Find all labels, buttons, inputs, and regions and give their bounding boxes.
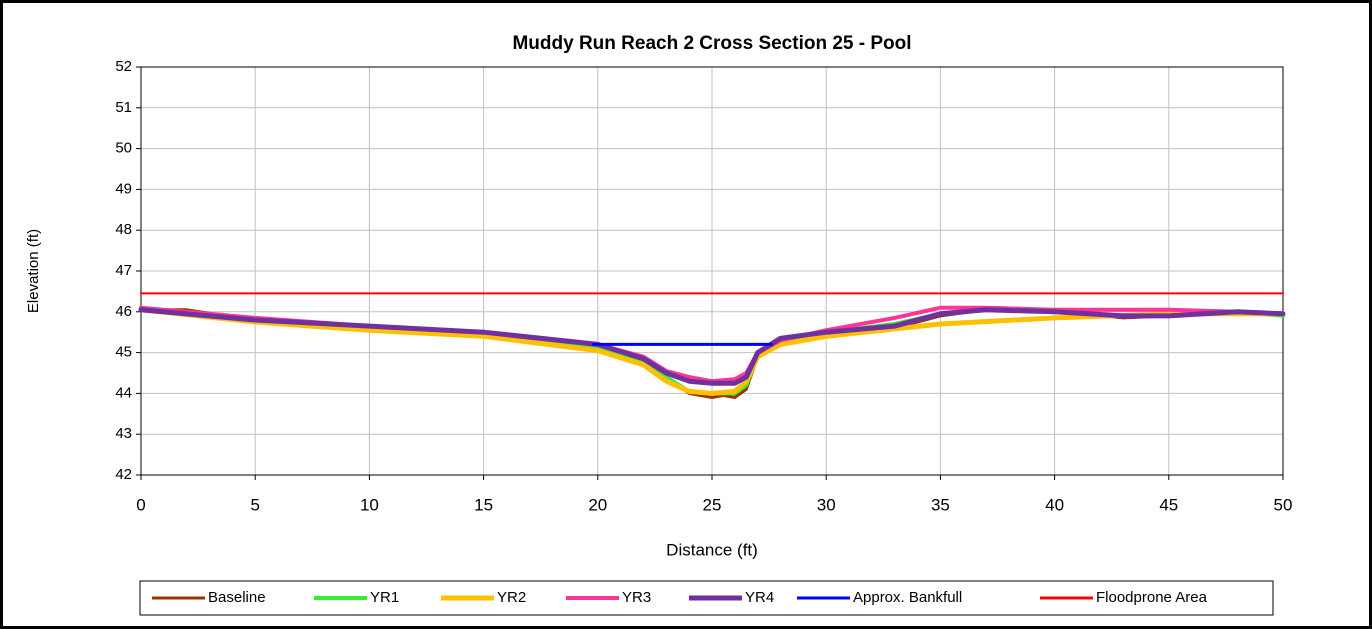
- plot-border: [140, 66, 1284, 476]
- y-tick-label: 46: [115, 303, 132, 320]
- series-line: [138, 307, 1286, 396]
- x-tick-label: 35: [931, 495, 950, 514]
- x-tick-label: 50: [1274, 495, 1293, 514]
- y-tick-label: 48: [115, 221, 132, 238]
- y-tick-label: 42: [115, 466, 132, 483]
- legend-label: YR1: [370, 589, 399, 606]
- y-tick-label: 47: [115, 262, 132, 279]
- x-tick-label: 15: [474, 495, 493, 514]
- legend-label: YR2: [497, 589, 526, 606]
- x-tick-label: 10: [360, 495, 379, 514]
- x-tick-label: 40: [1045, 495, 1064, 514]
- x-tick-label: 20: [588, 495, 607, 514]
- y-tick-label: 52: [115, 58, 132, 75]
- y-tick-label: 45: [115, 344, 132, 361]
- x-tick-label: 25: [703, 495, 722, 514]
- x-axis-label: Distance (ft): [666, 540, 758, 559]
- y-tick-label: 44: [115, 384, 132, 401]
- x-tick-label: 0: [136, 495, 145, 514]
- y-tick-label: 49: [115, 180, 132, 197]
- x-tick-label: 30: [817, 495, 836, 514]
- legend-label: YR4: [745, 589, 774, 606]
- y-tick-label: 43: [115, 425, 132, 442]
- series-line: [138, 307, 1286, 386]
- y-tick-label: 51: [115, 99, 132, 116]
- chart-title: Muddy Run Reach 2 Cross Section 25 - Poo…: [512, 33, 911, 54]
- y-tick-label: 50: [115, 140, 132, 157]
- legend-label: YR3: [622, 589, 651, 606]
- legend-label: Floodprone Area: [1096, 589, 1208, 606]
- x-tick-label: 5: [250, 495, 259, 514]
- x-tick-label: 45: [1159, 495, 1178, 514]
- legend-label: Baseline: [208, 589, 266, 606]
- y-axis-label: Elevation (ft): [25, 229, 42, 313]
- legend-label: Approx. Bankfull: [853, 589, 962, 606]
